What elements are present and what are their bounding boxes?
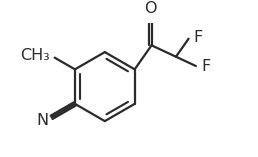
Text: O: O bbox=[144, 1, 157, 16]
Text: N: N bbox=[36, 113, 48, 128]
Text: F: F bbox=[201, 59, 210, 74]
Text: CH₃: CH₃ bbox=[20, 48, 50, 63]
Text: F: F bbox=[194, 30, 203, 45]
